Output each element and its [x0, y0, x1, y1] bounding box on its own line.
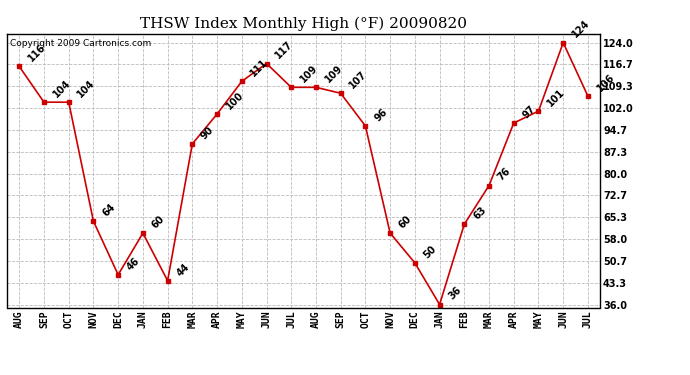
Text: 36: 36 [446, 285, 463, 302]
Text: 104: 104 [51, 78, 72, 99]
Text: 117: 117 [273, 39, 295, 61]
Text: 109: 109 [323, 63, 344, 84]
Text: 97: 97 [521, 104, 538, 120]
Text: 104: 104 [76, 78, 97, 99]
Text: Copyright 2009 Cartronics.com: Copyright 2009 Cartronics.com [10, 39, 151, 48]
Text: 106: 106 [595, 72, 616, 93]
Text: 111: 111 [248, 57, 270, 79]
Text: 101: 101 [545, 87, 566, 108]
Text: 60: 60 [150, 214, 166, 230]
Text: 60: 60 [397, 214, 414, 230]
Text: 44: 44 [175, 261, 191, 278]
Text: 90: 90 [199, 124, 216, 141]
Text: 64: 64 [100, 202, 117, 218]
Text: 50: 50 [422, 243, 438, 260]
Text: 46: 46 [125, 255, 141, 272]
Text: 100: 100 [224, 90, 246, 111]
Text: 124: 124 [570, 18, 591, 40]
Text: 116: 116 [26, 42, 48, 64]
Title: THSW Index Monthly High (°F) 20090820: THSW Index Monthly High (°F) 20090820 [140, 17, 467, 31]
Text: 107: 107 [348, 69, 369, 90]
Text: 96: 96 [373, 106, 389, 123]
Text: 109: 109 [298, 63, 319, 84]
Text: 63: 63 [471, 205, 488, 221]
Text: 76: 76 [496, 166, 513, 183]
